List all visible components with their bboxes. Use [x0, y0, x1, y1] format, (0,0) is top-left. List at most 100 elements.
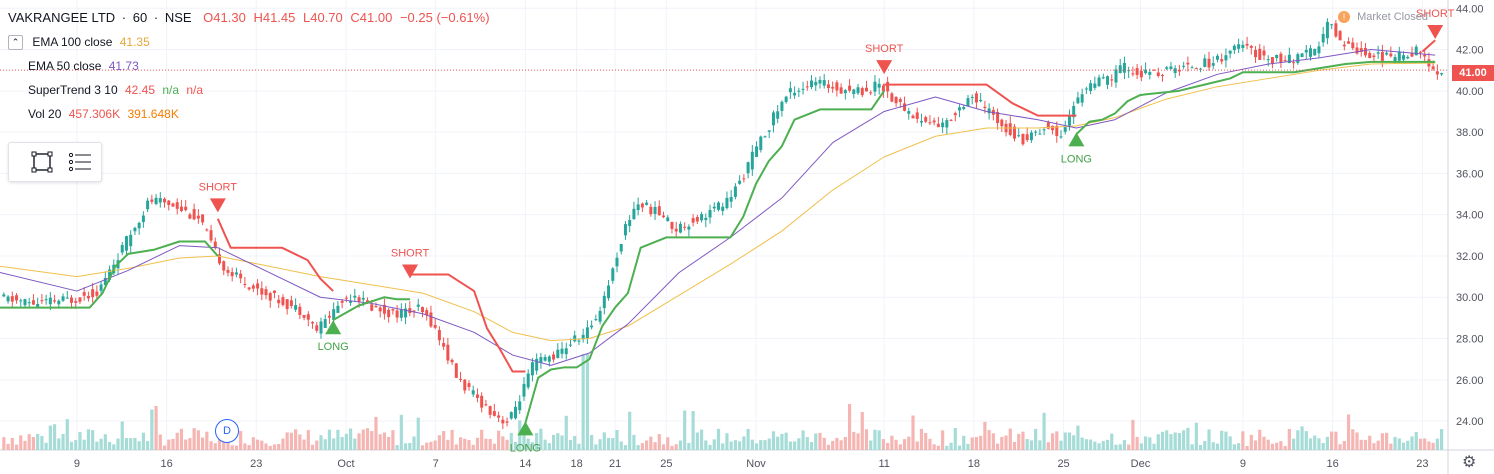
dividend-marker[interactable]: D: [215, 419, 239, 443]
candle-body: [124, 236, 128, 251]
candle-body: [167, 200, 171, 205]
candle-body: [505, 421, 509, 423]
volume-bar: [594, 444, 598, 450]
supertrend-legend[interactable]: SuperTrend 3 10 42.45 n/a n/a: [8, 78, 490, 102]
candle-body: [738, 180, 742, 184]
rectangle-tool-icon[interactable]: [29, 149, 55, 175]
price-tick-label: 38.00: [1456, 127, 1484, 139]
volume-bar: [598, 439, 602, 450]
volume-bar: [103, 434, 107, 450]
candle-body: [1262, 50, 1266, 56]
volume-bar: [1232, 444, 1236, 450]
supertrend-up-line: [1075, 60, 1436, 135]
candle-body: [154, 197, 158, 204]
candle-body: [526, 373, 530, 388]
volume-bar: [1410, 436, 1414, 450]
ema50-legend[interactable]: EMA 50 close 41.73: [8, 54, 490, 78]
volume-bar: [1000, 436, 1004, 450]
volume-bar: [247, 445, 251, 450]
volume-bar: [649, 436, 653, 450]
candle-body: [264, 289, 268, 296]
candle-body: [1203, 58, 1207, 67]
candle-body: [205, 229, 209, 231]
candle-body: [120, 245, 124, 253]
candle-body: [19, 300, 23, 302]
candle-body: [23, 299, 27, 306]
volume-bar: [6, 443, 10, 450]
volume-bar: [966, 443, 970, 450]
volume-bar: [1279, 441, 1283, 450]
price-tick-label: 44.00: [1456, 3, 1484, 15]
candle-body: [95, 291, 99, 296]
candle-body: [1368, 53, 1372, 59]
candle-body: [590, 325, 594, 328]
long-signal-icon: [325, 320, 342, 335]
volume-bar: [818, 432, 822, 450]
volume-bar: [167, 439, 171, 450]
time-tick-label: 9: [74, 458, 80, 470]
volume-bar: [699, 429, 704, 450]
candle-body: [467, 383, 471, 387]
candle-body: [818, 79, 822, 84]
short-signal-icon: [209, 198, 226, 213]
volume-bar: [382, 432, 387, 450]
candle-body: [175, 202, 179, 209]
candle-body: [1393, 57, 1397, 62]
candle-body: [1211, 63, 1215, 66]
object-list-icon[interactable]: [67, 149, 93, 175]
ema100-legend[interactable]: ⌃ EMA 100 close 41.35: [8, 30, 490, 54]
volume-bar: [581, 354, 585, 450]
time-tick-label: Dec: [1131, 458, 1151, 470]
candle-body: [1080, 94, 1084, 103]
volume-bar: [1110, 433, 1114, 450]
candle-body: [1279, 53, 1283, 63]
volume-legend[interactable]: Vol 20 457.306K 391.648K: [8, 102, 490, 126]
candle-body: [615, 257, 619, 267]
volume-bar: [573, 435, 577, 450]
candle-body: [729, 197, 733, 202]
time-tick-label: 18: [571, 458, 583, 470]
gear-icon[interactable]: ⚙: [1462, 454, 1477, 471]
candle-body: [1258, 48, 1262, 60]
candle-body: [987, 108, 991, 114]
candle-body: [759, 136, 763, 150]
candle-body: [387, 309, 391, 318]
candle-body: [1059, 136, 1063, 138]
candle-body: [36, 304, 40, 308]
volume-bar: [1198, 444, 1203, 450]
candle-body: [662, 215, 666, 218]
candle-body: [1165, 67, 1169, 69]
interval[interactable]: 60: [132, 10, 148, 25]
volume-bar: [416, 417, 420, 450]
candle-body: [552, 354, 556, 360]
volume-bar: [1317, 438, 1321, 450]
long-label: LONG: [318, 341, 349, 353]
volume-bar: [205, 431, 209, 450]
volume-bar: [1385, 432, 1389, 450]
candle-body: [1173, 68, 1177, 74]
volume-bar: [1067, 432, 1072, 450]
candle-body: [1042, 129, 1046, 131]
price-tick-label: 40.00: [1456, 86, 1484, 98]
candle-body: [607, 285, 611, 299]
collapse-icon[interactable]: ⌃: [8, 35, 23, 51]
candle-body: [805, 86, 809, 88]
volume-bar: [1139, 443, 1143, 450]
symbol-row: VAKRANGEE LTD · 60 · NSE O41.30 H41.45 L…: [8, 10, 490, 25]
candle-body: [856, 87, 860, 94]
candle-body: [674, 228, 678, 232]
candle-body: [230, 272, 234, 277]
candle-body: [869, 92, 873, 94]
volume-bar: [860, 412, 864, 450]
volume-bar: [65, 419, 69, 450]
short-label: SHORT: [199, 181, 238, 193]
volume-bar: [230, 445, 234, 450]
volume-bar: [661, 444, 666, 450]
volume-bar: [1050, 433, 1055, 450]
candle-body: [285, 299, 289, 309]
symbol-name[interactable]: VAKRANGEE LTD: [8, 10, 116, 25]
candle-body: [1038, 133, 1042, 135]
long-signal-icon: [1068, 132, 1085, 147]
candle-body: [471, 390, 475, 395]
